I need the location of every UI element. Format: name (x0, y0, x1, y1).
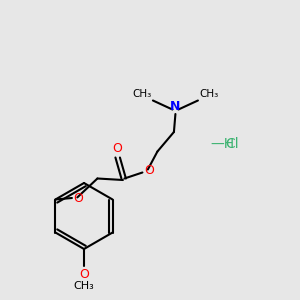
Text: O: O (112, 142, 122, 154)
Text: CH₃: CH₃ (74, 281, 94, 291)
Text: O: O (79, 268, 89, 281)
Text: N: N (170, 100, 181, 112)
Text: CH₃: CH₃ (200, 89, 219, 99)
Text: Cl: Cl (225, 137, 238, 151)
Text: O: O (74, 191, 83, 205)
Text: O: O (144, 164, 154, 178)
Text: CH₃: CH₃ (132, 89, 152, 99)
Text: —H: —H (210, 137, 234, 151)
